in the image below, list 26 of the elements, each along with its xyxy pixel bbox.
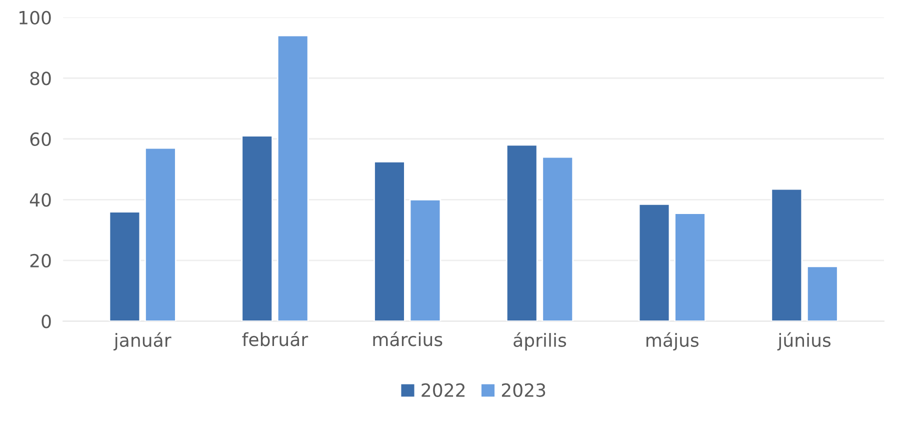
bar <box>241 135 274 322</box>
bar <box>144 147 176 322</box>
x-tick-label: április <box>514 332 566 350</box>
y-tick-label: 40 <box>30 193 51 207</box>
bar <box>542 156 574 322</box>
bar <box>276 34 309 322</box>
x-tick-label: január <box>114 332 172 350</box>
y-tick-label: 80 <box>30 72 51 86</box>
y-tick-label: 20 <box>30 254 51 268</box>
x-tick-label: június <box>777 332 831 350</box>
x-tick-label: május <box>646 332 699 350</box>
bar <box>374 160 406 322</box>
bar <box>108 211 141 322</box>
bar <box>506 144 538 322</box>
bar <box>674 212 706 322</box>
bar <box>409 198 442 322</box>
bar <box>806 266 838 322</box>
x-tick-label: február <box>242 332 308 346</box>
y-tick-label: 0 <box>42 314 51 328</box>
x-tick-label: március <box>373 332 442 346</box>
bar <box>638 204 670 322</box>
bar <box>770 188 803 322</box>
y-tick-label: 60 <box>30 132 51 146</box>
legend-label: 2022 <box>422 383 465 397</box>
y-tick-label: 100 <box>20 10 51 24</box>
legend-label: 2023 <box>502 383 546 397</box>
